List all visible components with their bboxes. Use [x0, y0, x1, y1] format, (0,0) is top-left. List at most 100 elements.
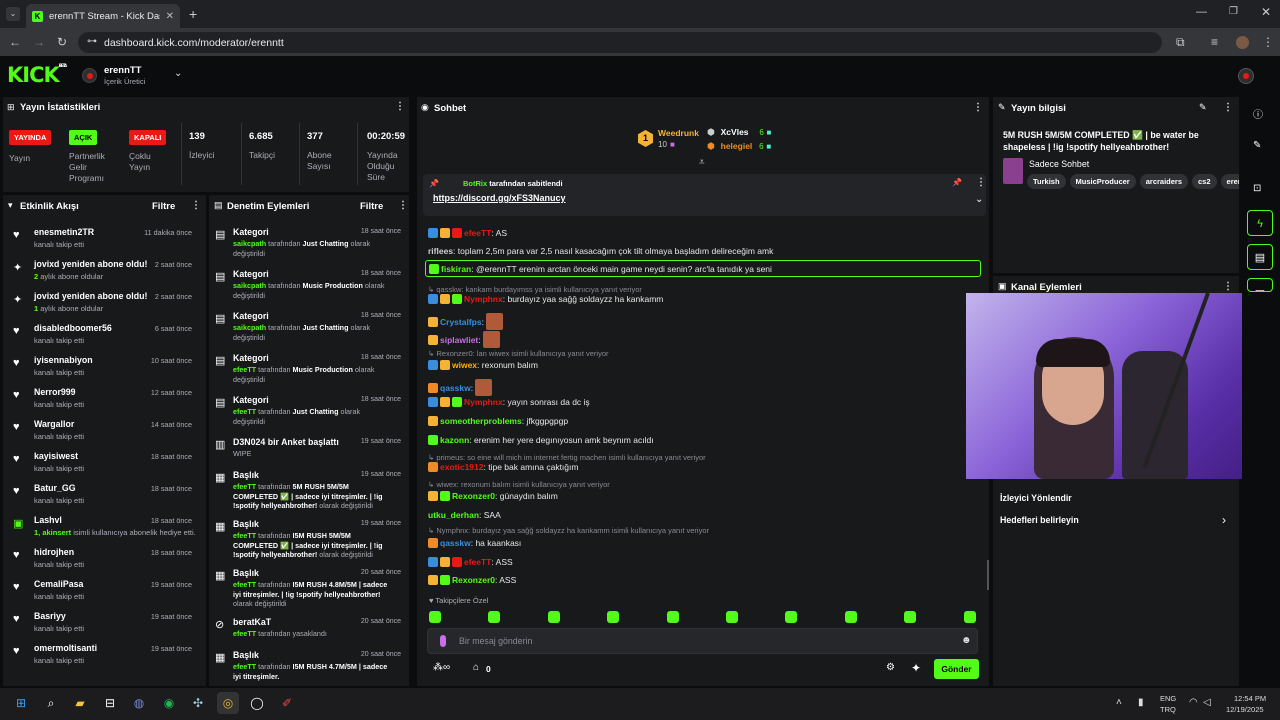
- chat-message[interactable]: someotherproblems: jfkggpgpgp: [428, 416, 568, 426]
- chat-message[interactable]: Rexonzer0: ASS: [428, 575, 516, 585]
- back-icon[interactable]: ←: [9, 35, 21, 49]
- chat-username[interactable]: qasskw: [440, 538, 471, 548]
- tag-chip[interactable]: arcraiders: [1139, 174, 1189, 189]
- rail-chat-icon[interactable]: ▭: [1247, 278, 1273, 292]
- rail-info-icon[interactable]: ⓘ: [1253, 110, 1263, 121]
- profile-avatar[interactable]: [1236, 36, 1249, 49]
- quick-emote-icon[interactable]: ✦: [911, 661, 922, 675]
- chat-username[interactable]: qasskw: [440, 383, 471, 393]
- activity-item[interactable]: ♥ disabledboomer56 kanalı takip etti 6 saat…: [3, 323, 202, 355]
- file-explorer-icon[interactable]: ▰: [75, 696, 85, 710]
- tag-chip[interactable]: eren: [1220, 174, 1239, 189]
- chat-message[interactable]: Nymphnx: burdayız yaa sağğ soldayzz ha k…: [428, 294, 663, 304]
- discord-icon[interactable]: ◍: [133, 696, 145, 710]
- wifi-icon[interactable]: ◠: [1189, 697, 1198, 708]
- activity-item[interactable]: ♥ Basriyy kanalı takip etti 19 saat önce: [3, 611, 202, 643]
- chat-username[interactable]: Nymphnx: [464, 294, 503, 304]
- chat-message[interactable]: siplawliet:: [428, 331, 500, 348]
- emote-button[interactable]: [844, 611, 857, 623]
- extensions-icon[interactable]: ⧉: [1176, 35, 1185, 49]
- emote-button[interactable]: [666, 611, 679, 623]
- chat-settings-icon[interactable]: ⚙: [886, 662, 895, 673]
- chat-scrollbar[interactable]: [987, 560, 989, 590]
- chat-menu-icon[interactable]: ⋮: [973, 102, 983, 113]
- moderation-menu-icon[interactable]: ⋮: [398, 200, 408, 211]
- reload-icon[interactable]: ↻: [57, 35, 68, 49]
- emote-button[interactable]: [607, 611, 620, 623]
- expand-icon[interactable]: ⌄: [975, 194, 984, 205]
- chat-message[interactable]: riflees: toplam 2,5m para var 2,5 nasıl …: [428, 246, 773, 256]
- minimize-button[interactable]: —: [1196, 6, 1207, 18]
- user-avatar[interactable]: [1238, 68, 1254, 84]
- chat-message[interactable]: Crystalfps:: [428, 313, 504, 330]
- chat-message[interactable]: wiwex: rexonum balım: [428, 360, 538, 370]
- language-1[interactable]: ENG: [1160, 694, 1177, 703]
- rail-quick-action-icon[interactable]: ϟ: [1247, 210, 1273, 236]
- chevron-right-icon[interactable]: ›: [1222, 513, 1226, 527]
- activity-item[interactable]: ♥ CemaliPasa kanalı takip etti 19 saat önce: [3, 579, 202, 611]
- emote-button[interactable]: [785, 611, 798, 623]
- url-field[interactable]: ⊶ dashboard.kick.com/moderator/erenntt: [78, 32, 1162, 53]
- emote-button[interactable]: [963, 611, 976, 623]
- spotify-icon[interactable]: ◉: [163, 696, 175, 710]
- chat-username[interactable]: Rexonzer0: [452, 491, 495, 501]
- pen-app-icon[interactable]: ✐: [281, 696, 293, 710]
- mic-icon[interactable]: [440, 635, 446, 647]
- chrome-icon[interactable]: ◎: [217, 692, 239, 714]
- chat-message[interactable]: exotic1912: tipe bak amına çaktığım: [428, 462, 578, 472]
- tray-mic-icon[interactable]: ▮: [1138, 697, 1144, 708]
- emoji-icon[interactable]: ☻: [961, 635, 972, 646]
- tag-chip[interactable]: MusicProducer: [1069, 174, 1136, 189]
- tab-list-button[interactable]: ⌄: [6, 7, 20, 21]
- chat-message[interactable]: Nymphnx: yayın sonrası da dc iş: [428, 397, 590, 407]
- activity-item[interactable]: ✦ jovixd yeniden abone oldu! 2 aylık abone…: [3, 259, 202, 291]
- tag-chip[interactable]: Turkish: [1027, 174, 1066, 189]
- close-tab-icon[interactable]: ✕: [165, 10, 174, 22]
- activity-item[interactable]: ▣ Lashvl 1, akinsert isimli kullanıcıya ab…: [3, 515, 202, 547]
- tag-chip[interactable]: cs2: [1192, 174, 1217, 189]
- edit-icon[interactable]: ✎: [1199, 102, 1207, 112]
- chat-message[interactable]: Rexonzer0: günaydın balım: [428, 491, 558, 501]
- chat-message[interactable]: qasskw: ha kaankası: [428, 538, 521, 548]
- chat-username[interactable]: fiskiran: [441, 264, 472, 274]
- chat-username[interactable]: Crystalfps: [440, 317, 482, 327]
- chat-username[interactable]: kazonn: [440, 435, 470, 445]
- maximize-button[interactable]: ❐: [1229, 6, 1238, 17]
- taskbar-search-icon[interactable]: ⌕: [47, 696, 55, 710]
- kick-logo[interactable]: KICKBETA: [7, 63, 67, 87]
- tray-chevron-icon[interactable]: ˄: [1116, 697, 1122, 708]
- browser-tab[interactable]: K erennTT Stream - Kick Dashbo ✕: [26, 4, 180, 28]
- activity-filter-button[interactable]: Filtre: [152, 201, 176, 212]
- language-2[interactable]: TRQ: [1160, 705, 1176, 714]
- activity-item[interactable]: ♥ Wargallor kanalı takip etti 14 saat önce: [3, 419, 202, 451]
- chat-username[interactable]: utku_derhan: [428, 510, 480, 520]
- clock-date[interactable]: 12/19/2025: [1226, 705, 1264, 714]
- pinned-link[interactable]: https://discord.gg/xFS3Nanucy: [433, 193, 566, 203]
- activity-menu-icon[interactable]: ⋮: [191, 200, 201, 211]
- media-icon[interactable]: ≡: [1211, 35, 1219, 49]
- windows-start-icon[interactable]: ⊞: [15, 696, 27, 710]
- chat-username[interactable]: efeeTT: [464, 557, 492, 567]
- chat-username[interactable]: Rexonzer0: [452, 575, 495, 585]
- category-name[interactable]: Sadece Sohbet: [1029, 159, 1090, 169]
- close-window-button[interactable]: ✕: [1261, 5, 1272, 19]
- chat-message[interactable]: efeeTT: ASS: [428, 557, 513, 567]
- site-info-icon[interactable]: ⊶: [87, 36, 97, 47]
- app-icon[interactable]: ✣: [192, 696, 204, 710]
- emote-button[interactable]: [488, 611, 501, 623]
- activity-item[interactable]: ♥ omermoltisanti kanalı takip etti 19 saat …: [3, 643, 202, 675]
- emote-button[interactable]: [904, 611, 917, 623]
- chat-input[interactable]: Bir mesaj gönderin ☻: [427, 628, 978, 654]
- chat-message[interactable]: efeeTT: AS: [428, 228, 507, 238]
- chat-message[interactable]: qasskw:: [428, 379, 493, 396]
- chat-username[interactable]: exotic1912: [440, 462, 484, 472]
- rail-focus-icon[interactable]: ⊡: [1253, 183, 1262, 194]
- store-icon[interactable]: ⌂: [473, 662, 480, 673]
- activity-item[interactable]: ♥ hidrojhen kanalı takip etti 18 saat önce: [3, 547, 202, 579]
- chat-username[interactable]: efeeTT: [464, 228, 492, 238]
- rail-edit-icon[interactable]: ✎: [1253, 140, 1262, 151]
- chat-message[interactable]: utku_derhan: SAA: [428, 510, 501, 520]
- pinned-menu-icon[interactable]: ⋮: [976, 177, 986, 188]
- activity-item[interactable]: ♥ kayisiwest kanalı takip etti 18 saat önce: [3, 451, 202, 483]
- store-app-icon[interactable]: ⊟: [104, 696, 116, 710]
